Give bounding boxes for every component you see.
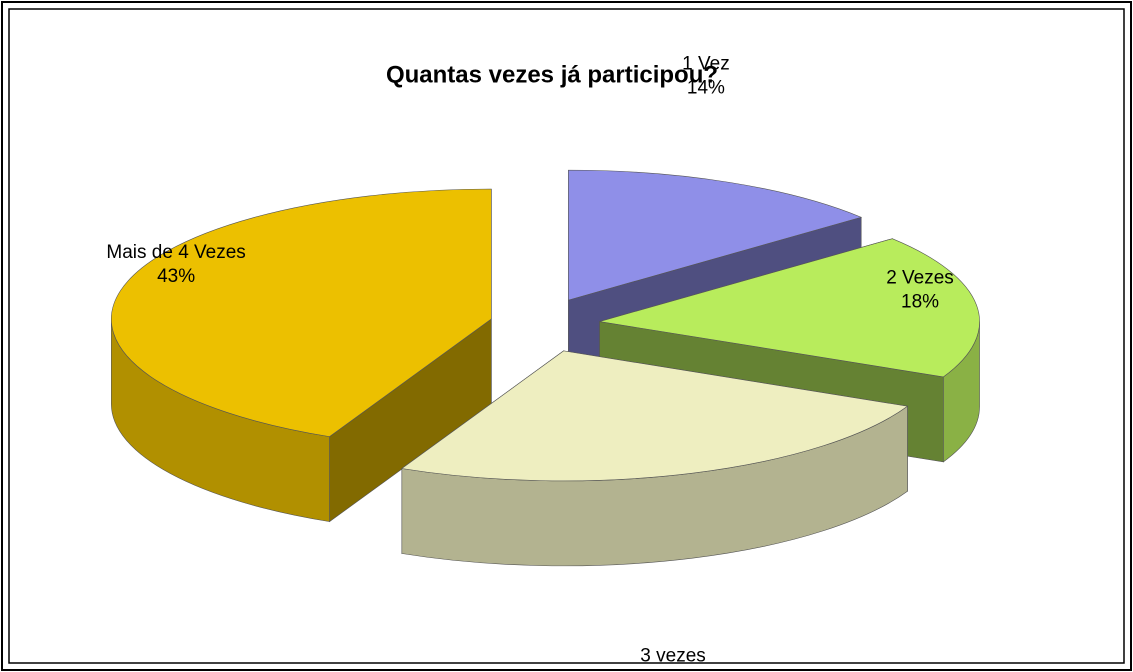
- data-label-value: 14%: [687, 78, 725, 99]
- data-label-value: 18%: [901, 292, 939, 313]
- data-label-category: Mais de 4 Vezes: [106, 242, 245, 263]
- data-label-category: 1 Vez: [682, 54, 730, 75]
- data-label-category: 2 Vezes: [886, 268, 954, 289]
- slice-top: [599, 238, 980, 378]
- data-label-value: 43%: [157, 266, 195, 287]
- slice: [111, 188, 492, 523]
- frame-inner: [8, 8, 1125, 664]
- slice: [401, 350, 909, 567]
- slice-top: [111, 188, 492, 437]
- data-label-value: 25%: [654, 669, 692, 672]
- chart-title: Quantas vezes já participou?: [386, 61, 718, 88]
- slice-top: [401, 350, 909, 482]
- data-label-category: 3 vezes: [640, 645, 705, 666]
- slice-top: [568, 169, 863, 301]
